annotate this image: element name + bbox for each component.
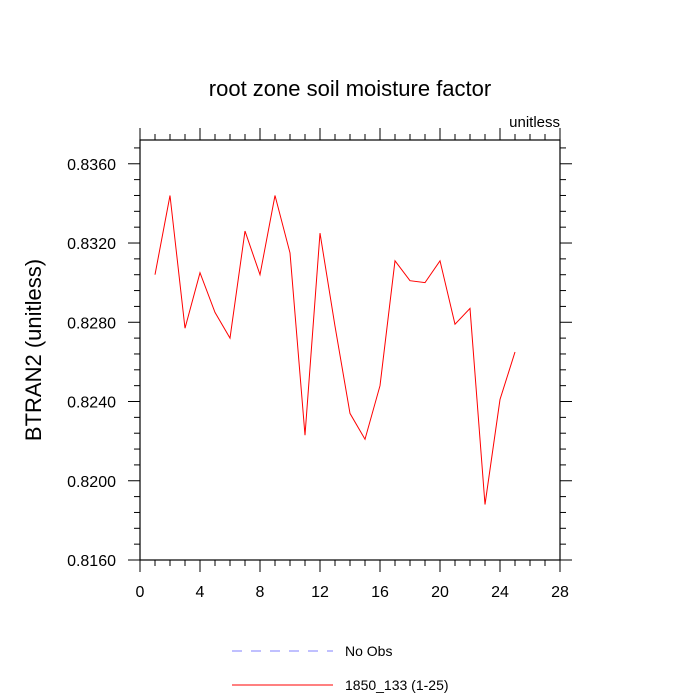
y-tick-label: 0.8320 <box>67 236 116 253</box>
x-tick-label: 0 <box>136 584 145 601</box>
legend-no-obs-label: No Obs <box>345 643 392 659</box>
y-tick-label: 0.8200 <box>67 474 116 491</box>
x-tick-label: 28 <box>551 584 569 601</box>
y-tick-label: 0.8160 <box>67 553 116 570</box>
y-tick-labels: 0.8160 0.8200 0.8240 0.8280 0.8320 0.8360 <box>67 157 116 570</box>
x-tick-labels: 0 4 8 12 16 20 24 28 <box>136 584 569 601</box>
x-tick-label: 16 <box>371 584 389 601</box>
series-layer <box>154 195 516 505</box>
y-tick-label: 0.8240 <box>67 395 116 412</box>
plot-frame <box>139 139 561 561</box>
x-tick-label: 8 <box>256 584 265 601</box>
legend: No Obs 1850_133 (1-25) <box>232 643 449 693</box>
x-tick-label: 12 <box>311 584 329 601</box>
x-tick-label: 20 <box>431 584 449 601</box>
y-axis-label: BTRAN2 (unitless) <box>21 259 46 441</box>
chart-title: root zone soil moisture factor <box>209 76 491 101</box>
y-tick-label: 0.8280 <box>67 315 116 332</box>
series-line <box>154 195 516 505</box>
units-label: unitless <box>509 114 560 131</box>
axis-ticks <box>128 128 572 572</box>
x-tick-label: 24 <box>491 584 509 601</box>
legend-series-label: 1850_133 (1-25) <box>345 677 449 693</box>
x-tick-label: 4 <box>196 584 205 601</box>
y-tick-label: 0.8360 <box>67 157 116 174</box>
